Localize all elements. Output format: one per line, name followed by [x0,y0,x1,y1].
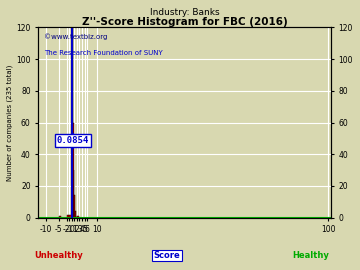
Bar [59,216,62,218]
Text: 0.0854: 0.0854 [57,136,89,145]
Y-axis label: Number of companies (235 total): Number of companies (235 total) [7,64,13,181]
Text: ©www.textbiz.org: ©www.textbiz.org [44,33,108,40]
Text: Score: Score [154,251,180,260]
Bar [73,123,74,218]
Text: Healthy: Healthy [292,251,329,260]
Title: Z''-Score Histogram for FBC (2016): Z''-Score Histogram for FBC (2016) [82,16,288,27]
Bar [74,195,75,218]
Bar [69,214,72,218]
Bar [77,216,80,218]
Bar [67,214,69,218]
Bar [72,27,73,218]
Text: Unhealthy: Unhealthy [35,251,83,260]
Bar [75,211,76,218]
Text: Industry: Banks: Industry: Banks [150,8,220,17]
Text: The Research Foundation of SUNY: The Research Foundation of SUNY [44,50,163,56]
